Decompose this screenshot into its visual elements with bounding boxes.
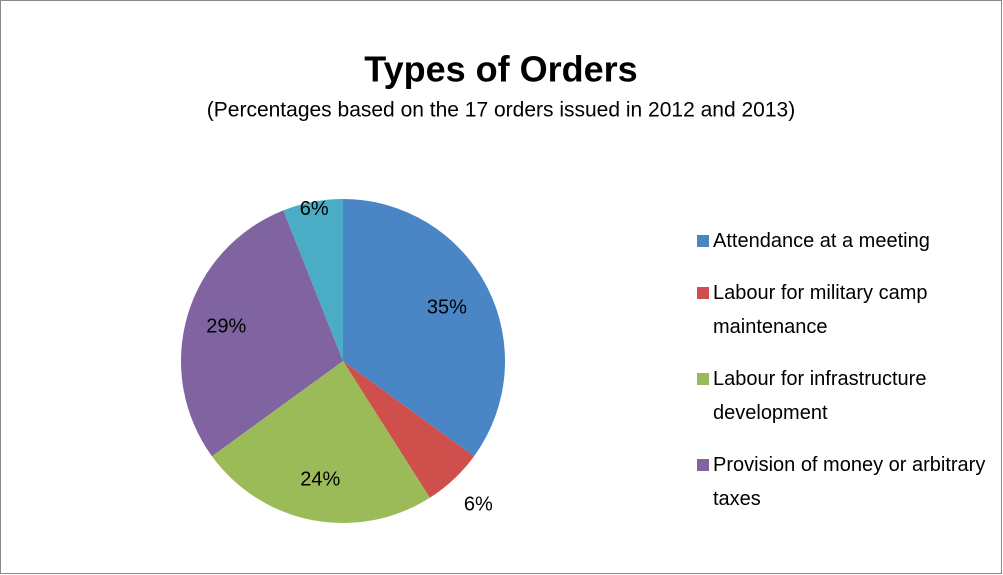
legend-swatch [697,287,709,299]
pie-slice [180,210,343,457]
pie-slice [343,199,505,457]
data-label: 35% [427,296,467,318]
data-label: 29% [206,315,246,337]
data-label: 6% [300,198,329,220]
chart-title: Types of Orders [364,49,637,90]
pie-slice [283,199,343,361]
legend-swatch [697,373,709,385]
legend-label: Attendance at a meeting [713,230,930,252]
legend-label: Provision of money or arbitrary taxes [713,454,986,510]
legend-label: Labour for infrastructure development [713,368,927,424]
data-label: 6% [464,493,493,515]
legend-label: Labour for military camp maintenance [713,282,928,338]
chart-subtitle: (Percentages based on the 17 orders issu… [207,99,795,122]
pie-slice [211,361,430,524]
data-label: 24% [300,469,340,491]
legend-swatch [697,235,709,247]
legend-swatch [697,459,709,471]
pie-slice [343,361,475,498]
